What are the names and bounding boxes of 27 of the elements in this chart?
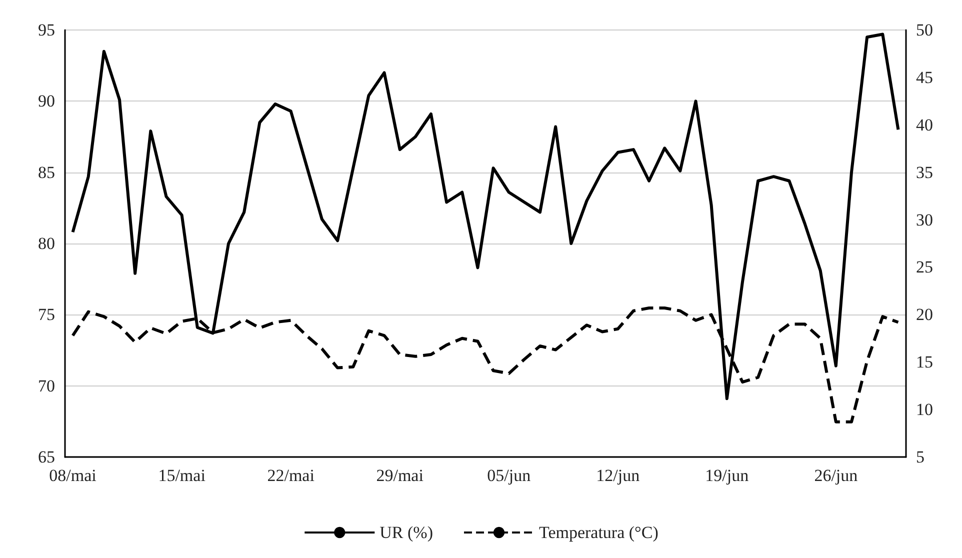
x-tick-label: 15/mai: [158, 466, 206, 485]
y2-tick-label: 25: [916, 258, 933, 277]
x-tick-label: 05/jun: [487, 466, 532, 485]
x-tick-label: 22/mai: [267, 466, 315, 485]
y2-tick-label: 50: [916, 20, 933, 40]
y2-tick-label: 45: [916, 68, 933, 87]
y2-tick-label: 40: [916, 115, 933, 134]
y-tick-label: 65: [38, 448, 55, 466]
y2-tick-label: 30: [916, 210, 933, 230]
y2-tick-label: 10: [916, 400, 933, 420]
x-tick-label: 26/jun: [814, 466, 858, 485]
y2-tick-label: 35: [916, 162, 933, 182]
x-tick-label: 19/jun: [705, 466, 750, 485]
x-tick-label: 29/mai: [376, 466, 424, 485]
y2-tick-label: 5: [916, 448, 924, 466]
y-tick-label: 85: [38, 162, 55, 182]
y-tick-label: 75: [38, 305, 55, 324]
y-tick-label: 70: [38, 376, 55, 396]
y-tick-label: 80: [38, 234, 55, 253]
y-tick-label: 95: [38, 20, 55, 40]
y-tick-label: 90: [38, 92, 55, 111]
legend-label: Temperatura (°C): [538, 523, 658, 542]
legend-label: UR (%): [380, 523, 434, 542]
x-tick-label: 08/mai: [49, 466, 97, 485]
x-tick-label: 12/jun: [596, 466, 640, 485]
y2-tick-label: 20: [916, 305, 933, 324]
y2-tick-label: 15: [916, 352, 933, 372]
